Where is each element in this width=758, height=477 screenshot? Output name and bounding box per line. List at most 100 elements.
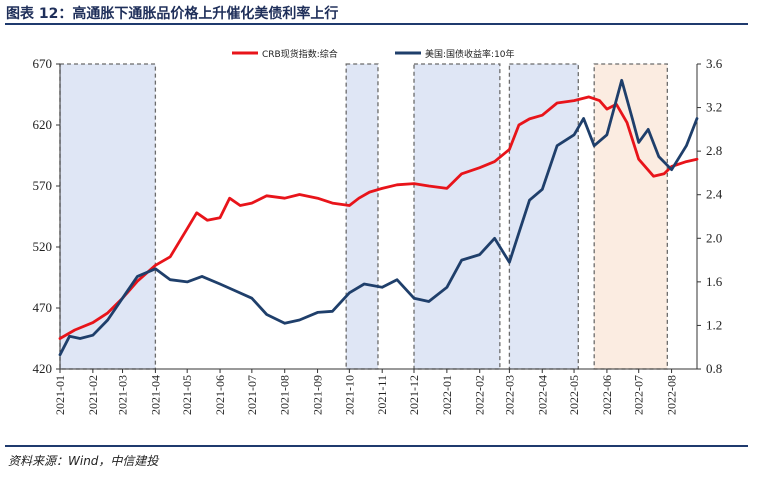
- right-tick-label: 1.2: [706, 317, 722, 332]
- crb-point: [298, 193, 301, 196]
- x-tick-label: 2021-10: [342, 375, 356, 415]
- crb-point: [573, 99, 575, 102]
- treasury-point: [606, 134, 608, 136]
- legend-label-crb: CRB现货指数:综合: [262, 48, 338, 60]
- crb-point: [446, 187, 448, 190]
- treasury-point: [413, 297, 415, 299]
- treasury-point: [363, 283, 365, 285]
- treasury-point: [696, 117, 698, 120]
- treasury-point: [620, 79, 623, 82]
- crb-point: [493, 160, 496, 163]
- x-tick-label: 2021-04: [148, 375, 162, 415]
- x-tick-label: 2022-03: [502, 375, 516, 415]
- crb-point: [626, 121, 628, 124]
- shaded-period-1: [59, 63, 157, 370]
- crb-point: [186, 227, 188, 230]
- treasury-point: [186, 281, 188, 283]
- crb-point: [92, 321, 94, 324]
- crb-point: [265, 194, 268, 197]
- treasury-point: [493, 237, 496, 240]
- left-tick-label: 670: [33, 56, 53, 71]
- treasury-point: [528, 199, 531, 201]
- crb-point: [228, 197, 231, 199]
- crb-point: [239, 204, 241, 207]
- treasury-point: [251, 297, 253, 299]
- x-tick-label: 2022-08: [665, 375, 679, 415]
- crb-point: [413, 182, 415, 185]
- x-tick-label: 2021-08: [278, 375, 292, 415]
- treasury-point: [79, 337, 81, 340]
- crb-point: [396, 183, 398, 186]
- x-tick-label: 2021-11: [375, 375, 389, 415]
- source-note: 资料来源：Wind，中信建投: [8, 454, 159, 468]
- treasury-point: [234, 289, 236, 292]
- treasury-point: [169, 278, 172, 281]
- left-tick-label: 470: [33, 300, 53, 315]
- treasury-point: [331, 310, 334, 313]
- treasury-point: [201, 275, 203, 278]
- crb-point: [169, 255, 172, 258]
- x-tick-label: 2022-04: [535, 375, 549, 415]
- treasury-point: [283, 322, 286, 325]
- treasury-point: [647, 128, 650, 131]
- treasury-point: [508, 261, 511, 264]
- treasury-point: [541, 188, 544, 191]
- crb-point: [195, 212, 198, 214]
- series-lines: [58, 78, 699, 357]
- crb-point: [528, 118, 531, 120]
- right-tick-label: 0.8: [706, 361, 722, 376]
- crb-point: [588, 96, 590, 98]
- left-tick-label: 420: [33, 361, 53, 376]
- crb-point: [696, 158, 698, 160]
- x-tick-label: 2021-12: [407, 375, 421, 415]
- crb-point: [106, 312, 109, 314]
- x-tick-label: 2022-06: [600, 375, 614, 415]
- treasury-point: [556, 144, 558, 147]
- x-tick-label: 2021-09: [311, 375, 325, 415]
- crb-point: [598, 99, 601, 102]
- treasury-point: [670, 168, 673, 171]
- treasury-point: [316, 311, 319, 314]
- right-tick-label: 1.6: [706, 274, 723, 289]
- treasury-point: [658, 155, 660, 158]
- left-tick-label: 520: [33, 239, 53, 254]
- legend-label-treasury: 美国:国债收益率:10年: [425, 48, 515, 60]
- treasury-point: [446, 286, 448, 289]
- x-tick-label: 2021-07: [245, 375, 259, 415]
- crb-point: [478, 166, 481, 169]
- treasury-point: [381, 286, 384, 289]
- treasury-point: [478, 253, 481, 256]
- treasury-point: [219, 283, 221, 285]
- crb-point: [518, 124, 520, 126]
- right-tick-label: 3.2: [706, 100, 722, 115]
- treasury-point: [348, 291, 351, 294]
- treasury-point: [68, 335, 71, 338]
- treasury-point: [573, 134, 575, 136]
- treasury-point: [121, 297, 124, 299]
- crb-point: [74, 329, 76, 331]
- shaded-periods: [59, 63, 668, 370]
- series-line-treasury: [58, 78, 699, 357]
- series-line-crb: [58, 95, 699, 340]
- treasury-point: [637, 141, 640, 144]
- treasury-point: [593, 144, 595, 147]
- left-tick-label: 620: [33, 117, 53, 132]
- crb-point: [368, 191, 371, 193]
- footer-divider: [5, 445, 748, 447]
- treasury-point: [59, 354, 61, 356]
- crb-point: [154, 264, 157, 267]
- treasury-point: [582, 117, 585, 120]
- crb-point: [251, 202, 253, 204]
- crb-point: [652, 175, 655, 178]
- left-tick-label: 570: [33, 178, 53, 193]
- treasury-point: [136, 275, 139, 278]
- chart-title: 图表 12：高通胀下通胀品价格上升催化美债利率上行: [6, 6, 339, 22]
- right-tick-label: 3.6: [706, 56, 723, 71]
- crb-point: [219, 216, 221, 219]
- treasury-point: [265, 313, 268, 316]
- x-tick-label: 2021-05: [180, 375, 194, 415]
- crb-point: [428, 185, 430, 187]
- x-tick-label: 2022-07: [632, 375, 646, 415]
- x-tick-label: 2021-06: [213, 375, 227, 415]
- x-tick-label: 2021-03: [116, 375, 130, 415]
